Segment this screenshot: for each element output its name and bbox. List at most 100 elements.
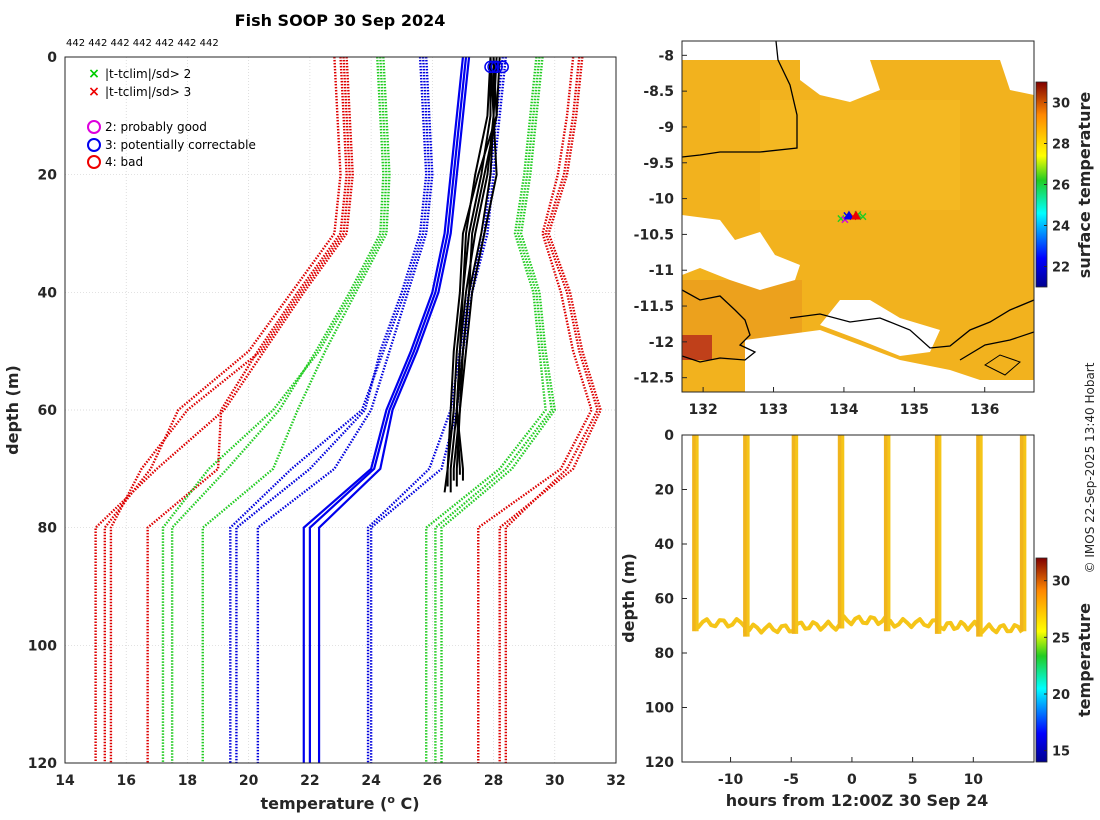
map-colorbar-label: surface temperature [1075, 92, 1094, 279]
map-colorbar-tick-label: 24 [1052, 220, 1070, 235]
map-axes-box [681, 40, 1035, 393]
legend-item-bad: 4: bad [87, 155, 143, 169]
profile-series-group [94, 57, 602, 763]
time-depth-xlabel: hours from 12:00Z 30 Sep 24 [726, 791, 988, 810]
y-tick-label: 80 [38, 521, 58, 537]
track-triangle [843, 210, 854, 220]
map-x-tick-label: 135 [900, 402, 929, 418]
profile-ticks: 14 16 18 20 22 24 26 28 30 32 0 20 40 60 80 100 120 [28, 50, 626, 789]
flag-marker [487, 60, 500, 74]
time-y-tick-label: 0 [664, 428, 674, 444]
coastline [682, 289, 757, 363]
cloud-mask [682, 215, 800, 290]
x-tick-label: 30 [545, 773, 565, 789]
circle-marker-icon [87, 155, 101, 169]
map-colorbar-tick-label: 26 [1052, 179, 1070, 194]
climatology-line [369, 57, 507, 763]
flag-marker [490, 60, 503, 74]
time-depth-scatter [692, 435, 1027, 637]
x-marker-icon: × [88, 66, 100, 82]
profile-panel: Fish SOOP 30 Sep 2024 442 442 442 442 44… [3, 11, 626, 813]
map-x-tick-label: 136 [970, 402, 999, 418]
y-tick-label: 20 [38, 168, 58, 184]
legend-label: |t-tclim|/sd> 2 [105, 67, 191, 81]
island [984, 354, 1021, 376]
time-y-tick-label: 80 [655, 646, 675, 662]
time-y-tick-label: 40 [655, 537, 675, 553]
map-y-tick-label: -10.5 [634, 227, 674, 243]
x-tick-label: 28 [484, 773, 503, 789]
vessel-track-markers: ×××××× [836, 208, 868, 227]
legend-item-potentially-correctable: 3: potentially correctable [87, 138, 256, 152]
map-y-tick-label: -11 [649, 263, 674, 279]
observed-profile-line [455, 57, 492, 481]
time-x-tick-label: 0 [847, 772, 857, 788]
surface-flag-markers [484, 60, 509, 74]
x-tick-label: 24 [361, 773, 381, 789]
profile-axes-box [64, 56, 617, 764]
time-depth-colorbar-label: temperature [1075, 603, 1094, 717]
x-tick-label: 32 [606, 773, 625, 789]
legend-item-probably-good: 2: probably good [87, 120, 207, 134]
time-colorbar-tick-label: 30 [1052, 575, 1070, 590]
sst-field-warm-patch [760, 100, 960, 210]
map-x-tick-label: 132 [689, 402, 718, 418]
map-content [682, 41, 1034, 392]
y-tick-label: 120 [28, 756, 57, 772]
legend-label: |t-tclim|/sd> 3 [105, 85, 191, 99]
map-y-tick-label: -9.5 [643, 156, 674, 172]
profile-xlabel: temperature (o C) [260, 793, 419, 813]
circle-marker-icon [87, 120, 101, 134]
climatology-line [170, 57, 385, 763]
map-x-tick-label: 134 [829, 402, 858, 418]
y-tick-label: 40 [38, 285, 58, 301]
time-depth-plot-area [682, 435, 1034, 762]
map-y-tick-label: -8.5 [643, 84, 674, 100]
sst-field-hot-spot [682, 335, 712, 360]
bottom-depth-trace [692, 614, 1024, 635]
track-marker: × [858, 210, 868, 224]
y-tick-label: 100 [28, 638, 57, 654]
map-colorbar-tick-label: 30 [1052, 97, 1070, 112]
map-y-tick-label: -12.5 [634, 371, 674, 387]
profile-legend: × |t-tclim|/sd> 2 × |t-tclim|/sd> 3 2: p… [87, 66, 256, 169]
time-depth-ylabel: depth (m) [619, 553, 638, 643]
time-x-tick-label: 10 [964, 772, 984, 788]
legend-item-sd2: × |t-tclim|/sd> 2 [88, 66, 191, 82]
x-marker-icon: × [88, 84, 100, 100]
time-depth-colorbar-ticks: 15 20 25 30 [1044, 575, 1070, 760]
cloud-mask [800, 60, 880, 102]
legend-label: 3: potentially correctable [105, 138, 256, 152]
climatology-line [94, 57, 354, 763]
x-tick-label: 26 [423, 773, 442, 789]
climatology-line [256, 57, 434, 763]
observed-profiles-group [443, 57, 501, 493]
climatology-line [477, 57, 593, 763]
legend-item-sd3: × |t-tclim|/sd> 3 [88, 84, 191, 100]
time-colorbar-tick-label: 15 [1052, 745, 1070, 760]
map-y-tick-label: -8 [658, 48, 674, 64]
track-triangle [850, 210, 861, 220]
observed-profile-line [455, 57, 498, 475]
map-y-tick-label: -11.5 [634, 299, 674, 315]
map-x-tick-label: 133 [759, 402, 788, 418]
time-y-tick-label: 120 [645, 755, 674, 771]
climatology-line [161, 57, 388, 763]
cloud-mask [1000, 60, 1034, 95]
time-colorbar-tick-label: 25 [1052, 631, 1070, 646]
time-y-tick-label: 100 [645, 701, 674, 717]
coastline [789, 299, 1034, 349]
legend-label: 4: bad [105, 155, 143, 169]
track-marker: × [836, 212, 846, 226]
credit-text: © IMOS 22-Sep-2025 13:40 Hobart [1083, 362, 1097, 573]
observed-profile-line [443, 57, 501, 493]
flag-marker [496, 60, 509, 74]
climatology-line [317, 57, 471, 763]
profile-title: Fish SOOP 30 Sep 2024 [235, 11, 446, 30]
time-depth-colorbar [1035, 557, 1048, 763]
y-tick-label: 0 [47, 50, 57, 66]
land-mask [745, 330, 1034, 392]
y-tick-label: 60 [38, 403, 58, 419]
